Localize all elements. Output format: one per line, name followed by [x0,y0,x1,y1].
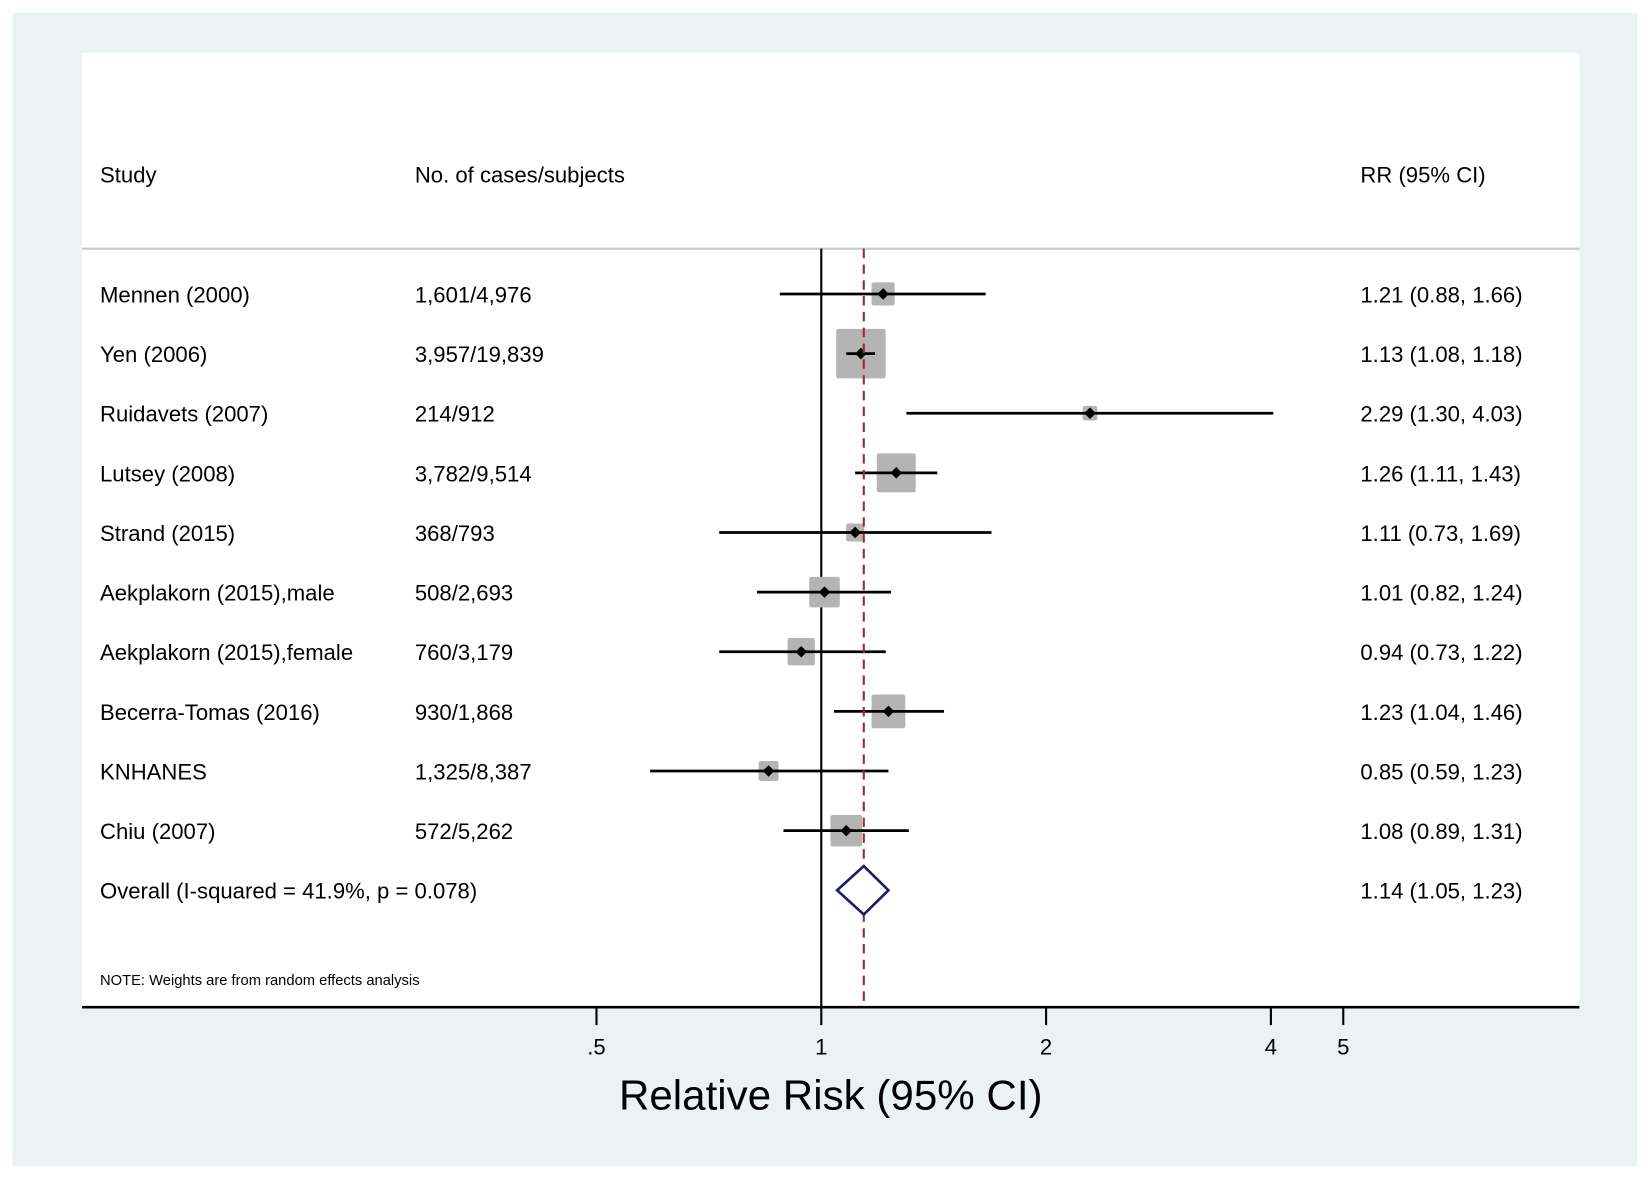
study-cases: 1,601/4,976 [415,282,532,307]
point-estimate-marker [849,526,861,539]
study-row: Lutsey (2008) 3,782/9,514 1.26 (1.11, 1.43… [100,453,1521,493]
study-name: Becerra-Tomas (2016) [100,700,320,725]
study-row: Becerra-Tomas (2016) 930/1,868 1.23 (1.04,… [100,694,1523,729]
study-row: Yen (2006) 3,957/19,839 1.13 (1.08, 1.18) [100,328,1523,379]
study-row: Mennen (2000) 1,601/4,976 1.21 (0.88, 1.66… [100,282,1523,307]
study-cases: 368/793 [415,521,495,546]
study-cases: 760/3,179 [415,640,513,665]
study-rr-label: 1.13 (1.08, 1.18) [1360,342,1522,367]
study-name: KNHANES [100,759,207,784]
header-rr: RR (95% CI) [1360,162,1485,187]
point-estimate-marker [840,824,853,837]
study-name: Chiu (2007) [100,819,215,844]
study-rr-label: 1.23 (1.04, 1.46) [1360,700,1522,725]
x-axis-label: Relative Risk (95% CI) [619,1071,1043,1118]
study-row: Aekplakorn (2015),male 508/2,693 1.01 (0.8… [100,576,1523,608]
weights-note: NOTE: Weights are from random effects an… [100,973,420,989]
header-cases: No. of cases/subjects [415,162,625,187]
study-cases: 3,782/9,514 [415,461,532,486]
point-estimate-marker [882,705,895,718]
study-name: Lutsey (2008) [100,461,235,486]
study-rr-label: 1.01 (0.82, 1.24) [1360,581,1522,606]
x-tick-label: 1 [815,1035,827,1060]
x-tick-label: .5 [587,1035,605,1060]
study-row: Ruidavets (2007) 214/912 2.29 (1.30, 4.03) [100,402,1523,427]
study-row: Aekplakorn (2015),female 760/3,179 0.94 (0… [100,638,1523,666]
study-name: Aekplakorn (2015),female [100,640,353,665]
study-name: Ruidavets (2007) [100,402,268,427]
point-estimate-marker [818,586,831,598]
study-rr-label: 1.11 (0.73, 1.69) [1360,521,1521,546]
study-row: Strand (2015) 368/793 1.11 (0.73, 1.69) [100,521,1521,546]
study-cases: 3,957/19,839 [415,342,544,367]
study-name: Aekplakorn (2015),male [100,581,335,606]
overall-label: Overall (I-squared = 41.9%, p = 0.078) [100,879,477,904]
x-tick-label: 5 [1337,1035,1349,1060]
study-rr-label: 0.94 (0.73, 1.22) [1360,640,1522,665]
study-name: Mennen (2000) [100,282,250,307]
x-tick-label: 4 [1265,1035,1277,1060]
study-rr-label: 1.08 (0.89, 1.31) [1360,819,1522,844]
point-estimate-marker [877,288,889,300]
study-rr-label: 1.21 (0.88, 1.66) [1360,282,1522,307]
study-cases: 572/5,262 [415,819,513,844]
plot-region [82,52,1580,1008]
study-name: Yen (2006) [100,342,207,367]
study-rr-label: 2.29 (1.30, 4.03) [1360,402,1522,427]
study-row: Chiu (2007) 572/5,262 1.08 (0.89, 1.31) [100,814,1523,847]
study-rr-label: 0.85 (0.59, 1.23) [1360,759,1522,784]
study-cases: 508/2,693 [415,581,513,606]
study-cases: 214/912 [415,402,495,427]
header-study: Study [100,162,157,187]
point-estimate-marker [1084,407,1096,420]
point-estimate-marker [795,645,808,658]
overall-rr-label: 1.14 (1.05, 1.23) [1360,879,1522,904]
study-cases: 1,325/8,387 [415,759,532,784]
overall-diamond [835,864,891,917]
overall-row: Overall (I-squared = 41.9%, p = 0.078) 1.… [100,864,1523,917]
study-cases: 930/1,868 [415,700,513,725]
study-rr-label: 1.26 (1.11, 1.43) [1360,461,1521,486]
point-estimate-marker [762,765,775,777]
x-tick-label: 2 [1040,1035,1052,1060]
study-name: Strand (2015) [100,521,235,546]
study-row: KNHANES 1,325/8,387 0.85 (0.59, 1.23) [100,759,1523,784]
